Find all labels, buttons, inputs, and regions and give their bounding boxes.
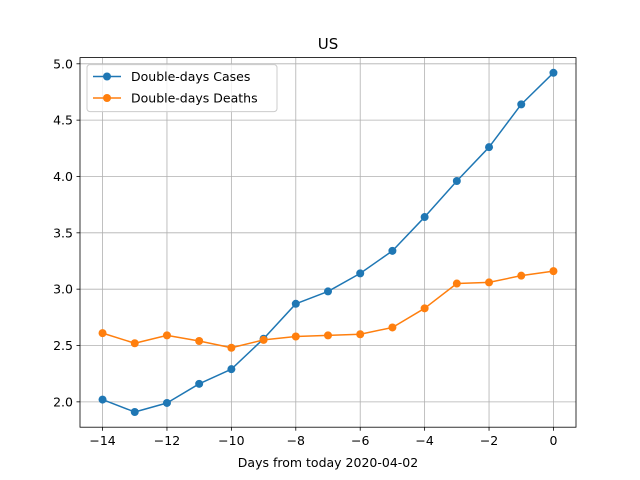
- plot-series: [98, 68, 558, 416]
- x-axis: −14 −12 −10 −8 −6 −4 −2 0: [89, 427, 557, 448]
- y-tick-label: 4.5: [53, 113, 73, 128]
- data-point: [452, 176, 461, 185]
- legend-marker: [103, 94, 111, 102]
- data-point: [195, 379, 204, 388]
- y-tick-label: 3.0: [53, 282, 73, 297]
- x-tick-label: 0: [549, 433, 557, 448]
- data-point: [356, 269, 365, 278]
- series: [98, 68, 558, 416]
- y-tick-label: 5.0: [53, 56, 73, 71]
- legend-items: Double-days Cases Double-days Deaths: [93, 69, 258, 106]
- data-point: [388, 323, 397, 332]
- x-axis-label: Days from today 2020-04-02: [238, 455, 418, 470]
- data-point: [356, 330, 365, 339]
- legend-label: Double-days Deaths: [131, 91, 258, 106]
- data-point: [420, 304, 429, 313]
- data-point: [549, 68, 558, 77]
- legend-entry: Double-days Deaths: [93, 91, 258, 106]
- data-point: [162, 398, 171, 407]
- data-point: [452, 279, 461, 288]
- series-line: [102, 72, 554, 413]
- y-axis: 2.0 2.5 3.0 3.5 4.0 4.5 5.0: [53, 56, 80, 409]
- grid: [80, 57, 576, 428]
- x-tick-label: −8: [287, 433, 305, 448]
- data-point: [517, 100, 526, 109]
- x-tick-label: −14: [89, 433, 115, 448]
- legend-frame: [86, 64, 278, 113]
- legend: Double-days Cases Double-days Deaths: [86, 64, 278, 113]
- x-tick-label: −6: [351, 433, 369, 448]
- legend-entry: Double-days Cases: [93, 69, 250, 84]
- legend-label: Double-days Cases: [131, 69, 250, 84]
- x-tick-label: −4: [415, 433, 433, 448]
- data-point: [517, 271, 526, 280]
- data-point: [324, 331, 332, 340]
- data-point: [420, 213, 429, 222]
- data-point: [259, 335, 268, 344]
- data-point: [388, 246, 397, 255]
- y-tick-label: 3.5: [53, 225, 73, 240]
- data-point: [130, 339, 139, 348]
- y-tick-label: 2.0: [53, 394, 73, 409]
- data-point: [227, 365, 236, 374]
- x-tick-label: −12: [154, 433, 180, 448]
- data-point: [195, 336, 204, 345]
- data-point: [130, 407, 139, 416]
- x-tick-label: −10: [218, 433, 244, 448]
- legend-marker: [103, 72, 111, 81]
- y-tick-label: 4.0: [53, 169, 73, 184]
- data-point: [549, 267, 558, 276]
- data-point: [485, 278, 494, 287]
- data-point: [227, 343, 236, 352]
- data-point: [291, 332, 300, 341]
- data-point: [98, 329, 107, 338]
- series: [98, 267, 558, 352]
- data-point: [98, 395, 107, 404]
- axes-frame: [79, 57, 577, 428]
- x-tick-label: −2: [480, 433, 498, 448]
- data-point: [324, 287, 332, 296]
- y-tick-label: 2.5: [53, 338, 73, 353]
- data-point: [162, 331, 171, 340]
- data-point: [485, 143, 494, 152]
- chart-title: US: [318, 35, 339, 53]
- data-point: [291, 299, 300, 308]
